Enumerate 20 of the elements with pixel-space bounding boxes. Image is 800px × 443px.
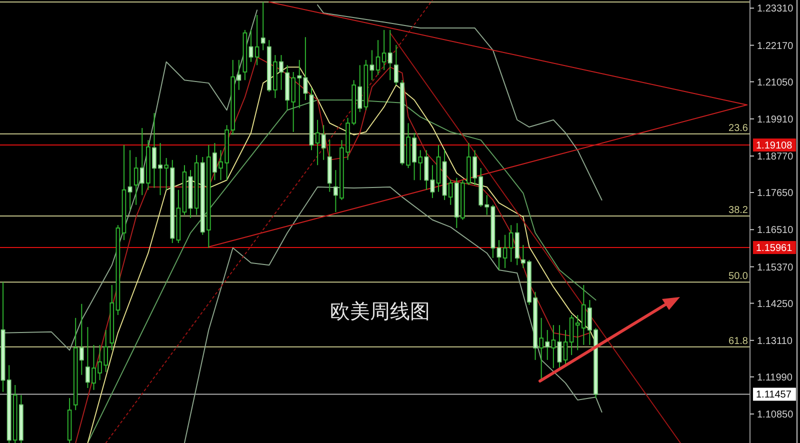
y-tick-label: 1.22170 <box>757 40 794 52</box>
y-tick-label: 1.10850 <box>757 410 794 421</box>
y-tick-label: 1.21050 <box>757 77 794 88</box>
y-tick-label: 1.15370 <box>757 262 794 274</box>
annotation: 50.0 <box>728 271 748 282</box>
ref-line-label: 1.15961 <box>756 243 793 254</box>
y-tick-label: 1.14250 <box>757 298 794 310</box>
annotation: 38.2 <box>728 204 748 216</box>
y-tick-label: 1.19910 <box>757 114 794 126</box>
y-tick-label: 1.23310 <box>757 4 794 15</box>
ref-line-label: 1.19108 <box>756 140 793 152</box>
y-tick-label: 1.13110 <box>757 336 793 347</box>
y-tick-label: 1.17650 <box>757 188 794 200</box>
annotation: 欧美周线图 <box>330 300 430 323</box>
y-tick-label: 1.18770 <box>757 152 794 163</box>
annotation: 61.8 <box>728 336 748 347</box>
y-tick-label: 1.11990 <box>757 372 793 384</box>
y-tick-label: 1.16510 <box>757 225 794 236</box>
annotation: 23.6 <box>728 122 748 134</box>
ref-line-label: 1.11457 <box>756 390 792 401</box>
